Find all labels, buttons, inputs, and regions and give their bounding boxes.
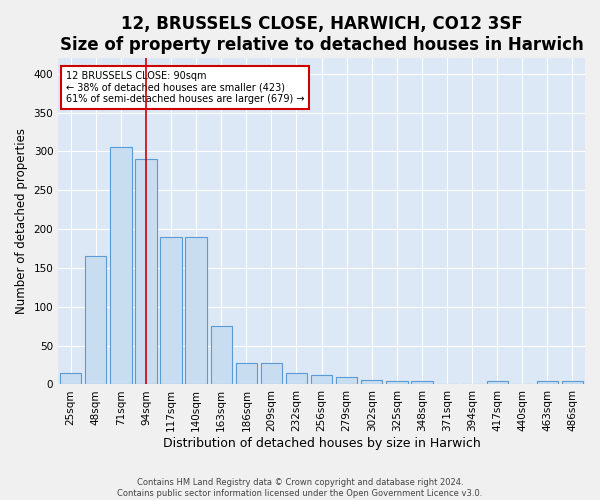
Title: 12, BRUSSELS CLOSE, HARWICH, CO12 3SF
Size of property relative to detached hous: 12, BRUSSELS CLOSE, HARWICH, CO12 3SF Si…: [60, 15, 583, 54]
Y-axis label: Number of detached properties: Number of detached properties: [15, 128, 28, 314]
Bar: [85, 256, 106, 384]
Bar: [336, 376, 358, 384]
Bar: [236, 362, 257, 384]
Bar: [110, 148, 131, 384]
Bar: [562, 382, 583, 384]
X-axis label: Distribution of detached houses by size in Harwich: Distribution of detached houses by size …: [163, 437, 481, 450]
Text: Contains HM Land Registry data © Crown copyright and database right 2024.
Contai: Contains HM Land Registry data © Crown c…: [118, 478, 482, 498]
Bar: [411, 380, 433, 384]
Bar: [361, 380, 382, 384]
Bar: [537, 382, 558, 384]
Bar: [160, 237, 182, 384]
Bar: [185, 237, 207, 384]
Bar: [386, 380, 407, 384]
Bar: [261, 362, 282, 384]
Bar: [60, 373, 82, 384]
Bar: [211, 326, 232, 384]
Bar: [136, 159, 157, 384]
Bar: [286, 373, 307, 384]
Bar: [311, 375, 332, 384]
Bar: [487, 380, 508, 384]
Text: 12 BRUSSELS CLOSE: 90sqm
← 38% of detached houses are smaller (423)
61% of semi-: 12 BRUSSELS CLOSE: 90sqm ← 38% of detach…: [66, 71, 305, 104]
